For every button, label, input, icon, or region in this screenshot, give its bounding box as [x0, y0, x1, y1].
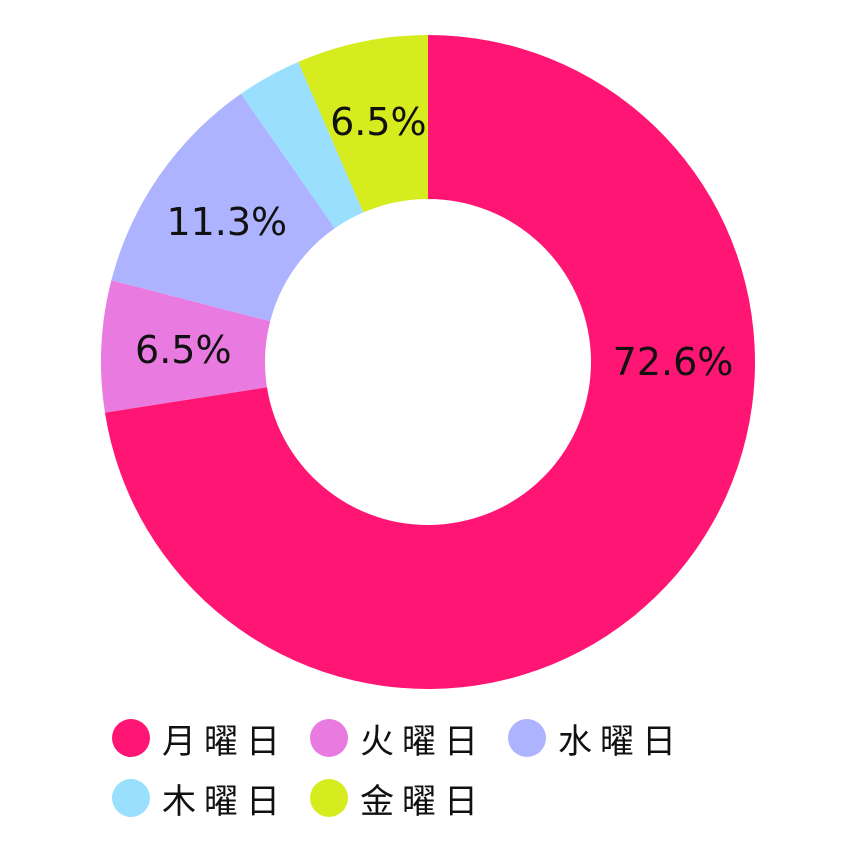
legend-item: 月曜日	[112, 715, 288, 762]
legend-item: 水曜日	[508, 715, 684, 762]
legend-item: 金曜日	[310, 775, 486, 822]
data-label: 6.5%	[330, 100, 427, 144]
legend-label: 月曜日	[162, 721, 288, 762]
data-label: 72.6%	[613, 340, 734, 384]
legend-label: 木曜日	[162, 781, 288, 822]
legend-swatch	[112, 779, 150, 817]
legend: 月曜日 火曜日 水曜日木曜日 金曜日	[112, 715, 792, 822]
legend-label: 金曜日	[360, 781, 486, 822]
data-label: 6.5%	[135, 328, 232, 372]
legend-label: 火曜日	[360, 721, 486, 762]
slice-2	[111, 93, 335, 322]
slice-1	[101, 280, 271, 413]
legend-swatch	[112, 719, 150, 757]
slice-3	[240, 61, 364, 229]
donut-chart: 72.6% 6.5% 11.3% 6.5%	[101, 35, 755, 689]
legend-swatch	[508, 719, 546, 757]
legend-item: 木曜日	[112, 775, 288, 822]
legend-swatch	[310, 719, 348, 757]
legend-label: 水曜日	[558, 721, 684, 762]
slice-4	[298, 35, 428, 213]
legend-item: 火曜日	[310, 715, 486, 762]
legend-swatch	[310, 779, 348, 817]
data-label: 11.3%	[166, 200, 287, 244]
slice-0	[104, 35, 755, 689]
